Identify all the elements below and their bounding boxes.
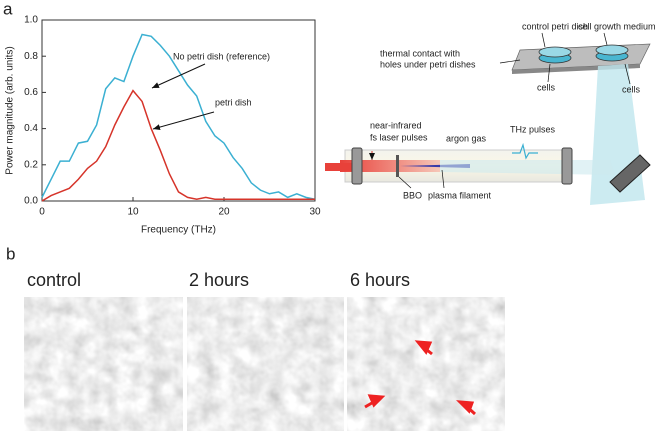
x-tick-label: 10 [127, 207, 139, 218]
series-annotation: petri dish [215, 97, 252, 107]
y-tick-label: 1.0 [24, 15, 38, 26]
diagram-label: near-infrared [370, 120, 422, 130]
diagram-label: holes under petri dishes [380, 59, 476, 69]
x-tick-label: 20 [218, 207, 230, 218]
y-tick-label: 0.2 [24, 159, 38, 170]
diagram-label: THz pulses [510, 124, 556, 134]
diagram-label: argon gas [446, 133, 487, 143]
plot-frame [41, 19, 316, 202]
y-tick-label: 0.6 [24, 87, 38, 98]
panel-label: b [6, 244, 15, 263]
micrograph [187, 297, 344, 431]
diagram-label: thermal contact with [380, 48, 460, 58]
x-tick-label: 0 [39, 207, 45, 218]
panel-label: a [3, 0, 13, 18]
x-axis-label: Frequency (THz) [141, 225, 216, 236]
micrograph [347, 297, 505, 431]
data-line [41, 89, 315, 202]
micrograph-caption: 2 hours [189, 270, 249, 290]
y-tick-label: 0.0 [24, 196, 38, 207]
diagram-label: fs laser pulses [370, 132, 428, 142]
diagram-label: cell growth medium [578, 21, 656, 31]
y-tick-label: 0.8 [24, 51, 38, 62]
diagram-label: cells [537, 82, 556, 92]
annotation-arrow [151, 63, 206, 89]
data-line [41, 33, 316, 200]
y-tick-label: 0.4 [24, 123, 38, 134]
diagram-label: control petri dish [522, 21, 588, 31]
micrograph [24, 297, 183, 431]
annotation-arrow [152, 111, 215, 131]
series-annotation: No petri dish (reference) [173, 51, 270, 61]
micrograph-caption: 6 hours [350, 270, 410, 290]
diagram-label: BBO [403, 190, 422, 200]
micrograph-caption: control [27, 270, 81, 290]
y-axis-label: Power magnitude (arb. units) [5, 46, 16, 174]
diagram-label: plasma filament [428, 190, 492, 200]
x-tick-label: 30 [309, 207, 321, 218]
diagram-label: cells [622, 84, 641, 94]
setup-diagram: control petri dish cell growth medium th… [325, 21, 656, 205]
micrographs: control 2 hours 6 hours [24, 270, 505, 431]
